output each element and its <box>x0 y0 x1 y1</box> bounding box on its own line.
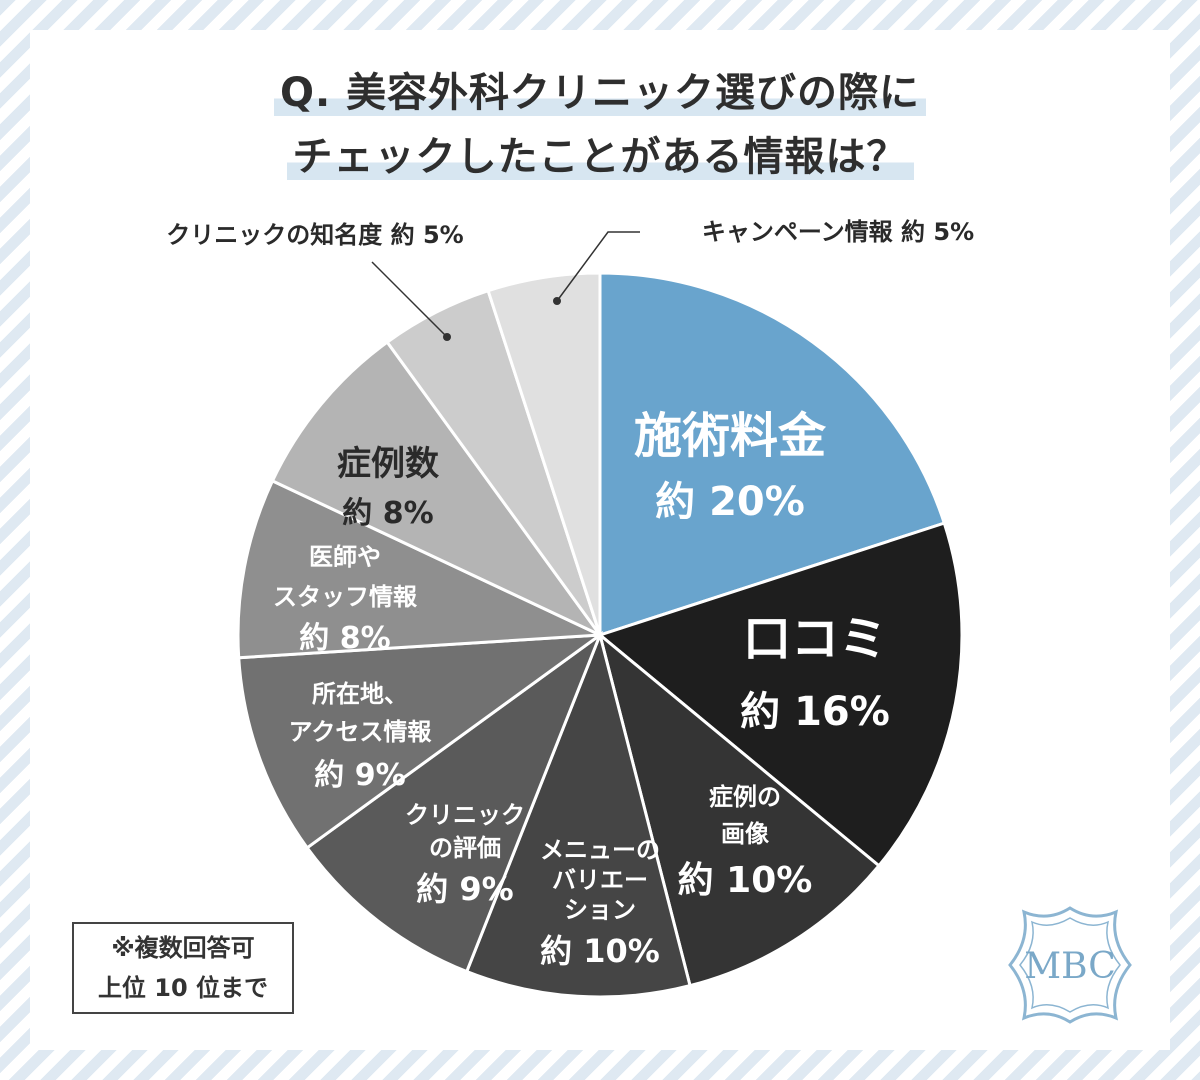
chart-title-line-2: チェックしたことがある情報は？ <box>0 124 1200 182</box>
leader-line <box>556 231 640 302</box>
pie-slice <box>597 630 882 988</box>
slice-label: の評価 <box>429 834 501 862</box>
slice-value-label: 約 16% <box>740 689 890 735</box>
slice-label: 症例数 <box>337 444 439 484</box>
pie-slice <box>486 271 602 636</box>
pie-slice <box>596 521 964 868</box>
leader-dot <box>443 333 451 341</box>
pie-slice <box>598 271 947 638</box>
slice-label: メニューの <box>540 836 660 864</box>
note-line-2: 上位 10 位まで <box>97 974 269 1002</box>
mbc-logo: MBC <box>1008 906 1132 1024</box>
slice-label: 口コミ <box>743 611 887 667</box>
slice-label: 症例の <box>709 783 781 811</box>
pie-slice <box>236 478 601 660</box>
slice-value-label: 約 8% <box>342 496 433 531</box>
slice-label: アクセス情報 <box>289 718 433 746</box>
svg-text:MBC: MBC <box>1024 946 1116 987</box>
outside-slice-label: クリニックの知名度 約 5% <box>166 221 463 249</box>
slice-value-label: 約 9% <box>416 870 513 908</box>
slice-label: 医師や <box>309 543 381 571</box>
leader-dot <box>553 297 561 305</box>
slice-value-label: 約 20% <box>655 479 805 525</box>
slice-value-label: 約 9% <box>314 758 405 793</box>
pie-slice <box>464 630 692 999</box>
chart-title-line-1: Q. 美容外科クリニック選びの際に <box>0 60 1200 118</box>
slice-value-label: 約 8% <box>299 621 390 656</box>
slice-label: バリエー <box>552 866 648 894</box>
slice-label: 画像 <box>721 820 770 848</box>
outside-slice-label: キャンペーン情報 約 5% <box>702 218 974 246</box>
slice-label: 施術料金 <box>634 408 827 464</box>
pie-slice <box>270 340 602 637</box>
note-box: ※複数回答可 上位 10 位まで <box>72 922 294 1014</box>
slice-value-label: 約 10% <box>540 932 660 970</box>
pie-slice <box>305 630 604 974</box>
slice-label: スタッフ情報 <box>273 583 418 611</box>
pie-slice <box>237 633 606 850</box>
slice-label: クリニック <box>405 801 525 829</box>
slice-label: ション <box>564 896 636 924</box>
note-line-1: ※複数回答可 <box>111 934 255 962</box>
leader-line <box>371 261 448 338</box>
slice-value-label: 約 10% <box>678 860 813 901</box>
slice-label: 所在地、 <box>312 680 408 708</box>
